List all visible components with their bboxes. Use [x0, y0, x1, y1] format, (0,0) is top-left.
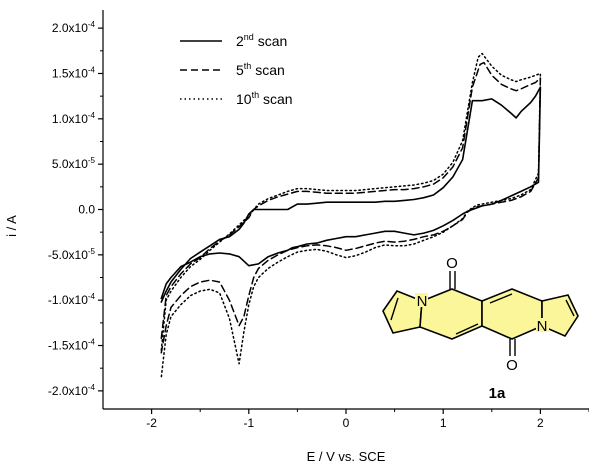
x-tick-label: 0	[343, 416, 350, 430]
n-right-bg	[536, 318, 549, 332]
y-tick-label: 2.0x10-4	[52, 20, 96, 35]
x-tick-label: -1	[243, 416, 254, 430]
legend: 2nd scan 5th scan 10th scan	[180, 32, 293, 107]
axes: -2 -1 0 1 2 -2.0x10-4 -1.5x10-4 -1.0x10-4 -5.0x1…	[48, 10, 589, 430]
six-ring-left	[419, 288, 483, 340]
legend-label-3: 10th scan	[236, 90, 293, 107]
series-layer	[160, 52, 542, 379]
molecule-structure-1a: O N N O 1a	[382, 255, 579, 402]
atom-n-left: N	[417, 293, 428, 310]
y-tick-label: -1.5x10-4	[48, 338, 96, 353]
y-tick-label: -5.0x10-5	[48, 247, 96, 262]
y-tick-label: 1.5x10-4	[52, 65, 96, 80]
y-tick-label: 1.0x10-4	[52, 111, 96, 126]
y-tick-label: 5.0x10-5	[52, 156, 96, 171]
x-tick-label: 2	[537, 416, 544, 430]
atom-n-right: N	[537, 318, 548, 335]
double-bond-left	[390, 297, 399, 321]
x-axis-title: E / V vs. SCE	[307, 449, 386, 464]
atom-o-bottom: O	[506, 357, 518, 374]
n-left-bg	[415, 293, 428, 307]
series-line-3	[160, 52, 542, 379]
series-line-1	[160, 86, 542, 303]
y-tick-label: 0.0	[78, 203, 95, 217]
y-tick-label: -2.0x10-4	[48, 383, 96, 398]
y-axis-title: i / A	[4, 215, 19, 237]
legend-label-2: 5th scan	[236, 61, 285, 78]
double-bond-right	[565, 299, 575, 317]
atom-o-top: O	[446, 255, 458, 272]
double-bond-center	[489, 293, 513, 304]
y-tick-label: -1.0x10-4	[48, 292, 96, 307]
double-bond-lower	[455, 323, 479, 335]
x-tick-label: -2	[146, 416, 157, 430]
legend-label-1: 2nd scan	[236, 32, 287, 49]
compound-label: 1a	[489, 385, 506, 402]
six-ring-center	[481, 288, 543, 340]
x-tick-label: 1	[440, 416, 447, 430]
